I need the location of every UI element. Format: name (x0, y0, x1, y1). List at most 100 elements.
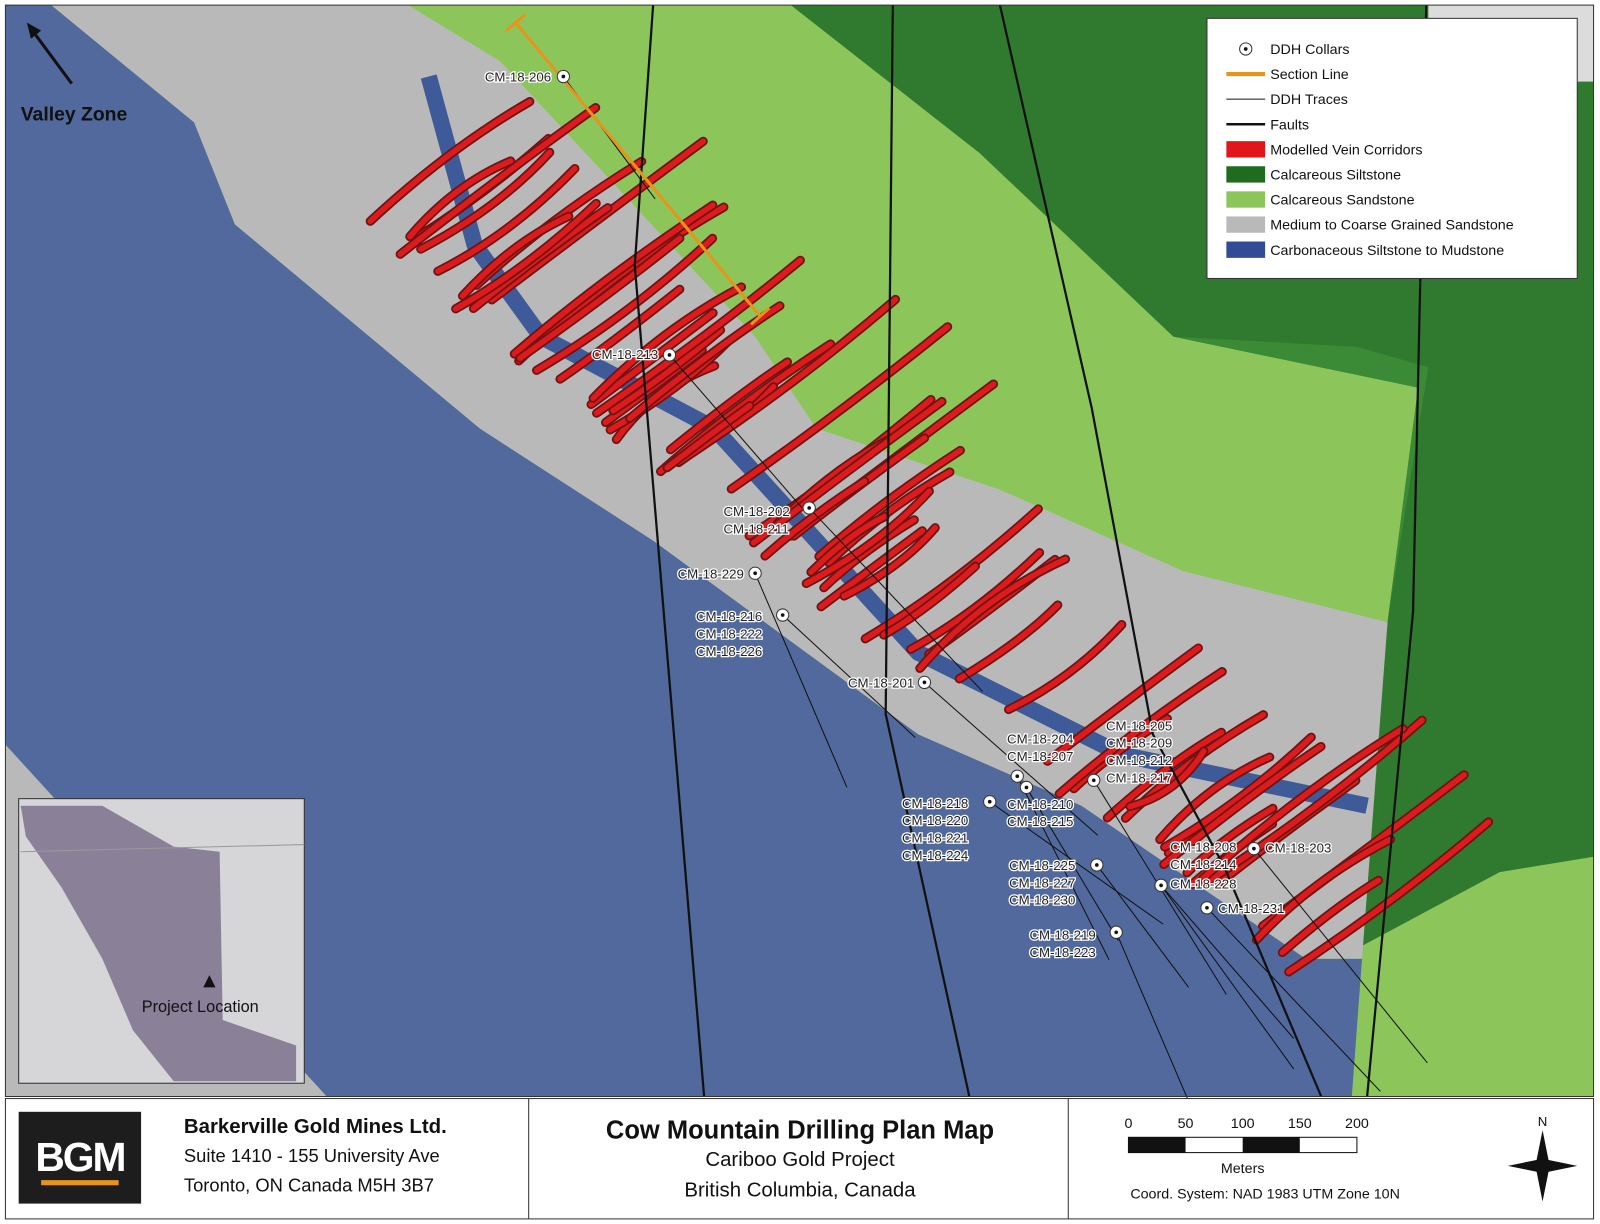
collar-label: CM-18-223 (1029, 945, 1095, 960)
legend-symbol (1226, 216, 1266, 233)
ddh-trace (1206, 907, 1381, 1092)
legend-symbol (1226, 141, 1266, 158)
vein (803, 488, 933, 587)
map-title: Cow Mountain Drilling Plan Map (606, 1116, 994, 1144)
collar-dot (1015, 774, 1020, 779)
vein (1157, 754, 1273, 843)
collar-label: CM-18-210 (1007, 797, 1073, 812)
ddh-trace (1160, 885, 1295, 1039)
legend-label: Modelled Vein Corridors (1270, 142, 1422, 158)
ddh-traces (562, 76, 1428, 1147)
subtitle: Cariboo Gold Project (705, 1149, 895, 1171)
collar-label: CM-18-206 (485, 70, 551, 85)
collar-label: CM-18-231 (1218, 901, 1284, 916)
vein (907, 549, 1043, 653)
section-end (505, 13, 527, 32)
vein (397, 104, 599, 258)
legend-label: Medium to Coarse Grained Sandstone (1270, 218, 1514, 234)
scale-segment (1242, 1137, 1300, 1153)
siltstone-shade (1173, 336, 1429, 623)
collar-dot (1252, 846, 1256, 851)
vein (590, 284, 745, 402)
ddh-trace (1026, 787, 1119, 941)
collar-dot (667, 353, 672, 357)
zone-arrow-head (26, 22, 42, 39)
vein (1200, 717, 1425, 888)
legend-label: Faults (1270, 117, 1309, 133)
company: Barkerville Gold Mines Ltd. (184, 1116, 447, 1138)
legend-symbol (1226, 241, 1266, 258)
section-end (750, 306, 771, 326)
collar-label: CM-18-227 (1009, 875, 1075, 890)
collar-dot (753, 571, 757, 576)
vein (459, 213, 572, 299)
collar-label: CM-18-215 (1007, 814, 1073, 829)
scale-tick-label: 0 (1124, 1116, 1132, 1132)
vein (1279, 877, 1382, 956)
collar-label: CM-18-217 (1106, 770, 1172, 785)
vein (1199, 725, 1406, 882)
ddh-trace (1253, 848, 1428, 1064)
vein (626, 303, 783, 422)
collar-label: CM-18-229 (678, 566, 744, 581)
ddh-trace (1096, 864, 1190, 988)
footer: BGM Barkerville Gold Mines Ltd. Suite 14… (4, 1098, 1595, 1220)
vein (667, 359, 791, 453)
collar-label: CM-18-205 (1106, 718, 1172, 733)
vein (1253, 836, 1394, 943)
inset: Project Location (18, 798, 305, 1084)
scale-tick-label: 150 (1288, 1116, 1312, 1132)
collar-label: CM-18-221 (902, 831, 968, 846)
logo-bar (41, 1180, 119, 1186)
project-marker (203, 975, 216, 988)
legend-box (1206, 17, 1578, 279)
address: Suite 1410 - 155 University Ave (184, 1145, 440, 1166)
vein (1005, 621, 1125, 713)
legend-symbol (1226, 166, 1266, 183)
vein (880, 563, 979, 638)
collar-label: CM-18-211 (724, 521, 789, 536)
vein (762, 478, 868, 559)
legend-label: Section Line (1270, 67, 1349, 83)
collar-label: CM-18-213 (592, 347, 658, 362)
fault (633, 5, 706, 1097)
vein (610, 327, 724, 414)
vein (1160, 743, 1324, 868)
legend-label: Carbonaceous Siltstone to Mudstone (1270, 243, 1504, 259)
collar-dot (1205, 905, 1209, 910)
scale-tick-label: 200 (1345, 1116, 1369, 1132)
collar-label: CM-18-230 (1009, 893, 1075, 908)
vein (367, 98, 533, 225)
collar-label: CM-18-202 (724, 504, 790, 519)
collar-label: CM-18-220 (902, 813, 968, 828)
legend-label: Calcareous Sandstone (1270, 193, 1414, 209)
legend-symbol (1226, 191, 1266, 208)
collar-label: CM-18-225 (1009, 858, 1075, 873)
scale-tick-label: 100 (1231, 1116, 1255, 1132)
footer-box (4, 1098, 1595, 1220)
inset-label: Project Location (142, 998, 259, 1016)
fault (884, 5, 971, 1097)
north-star (1507, 1158, 1578, 1173)
legend: DDH Collars Section Line DDH Traces Faults M… (1206, 17, 1578, 279)
vein (517, 235, 683, 361)
ddh-trace (989, 801, 1164, 925)
collars: CM-18-206 CM-18-213 CM-18-202 CM-18-211 CM-1… (484, 68, 1333, 961)
vein (407, 158, 514, 240)
ddh-trace (1016, 775, 1110, 961)
collar-dot (780, 613, 785, 617)
collar-dot (807, 506, 812, 510)
vein (1104, 729, 1225, 821)
address: Toronto, ON Canada M5H 3B7 (184, 1174, 434, 1195)
section-line (505, 13, 771, 326)
vein (417, 149, 553, 252)
collar-label: CM-18-214 (1170, 857, 1236, 872)
vein (956, 602, 1061, 682)
subtitle: British Columbia, Canada (684, 1179, 916, 1201)
collar-dot (1094, 863, 1099, 867)
scale-segment (1128, 1137, 1186, 1153)
vein (1044, 645, 1202, 765)
collar-dot (1024, 785, 1029, 790)
collar-label: CM-18-224 (902, 848, 968, 863)
